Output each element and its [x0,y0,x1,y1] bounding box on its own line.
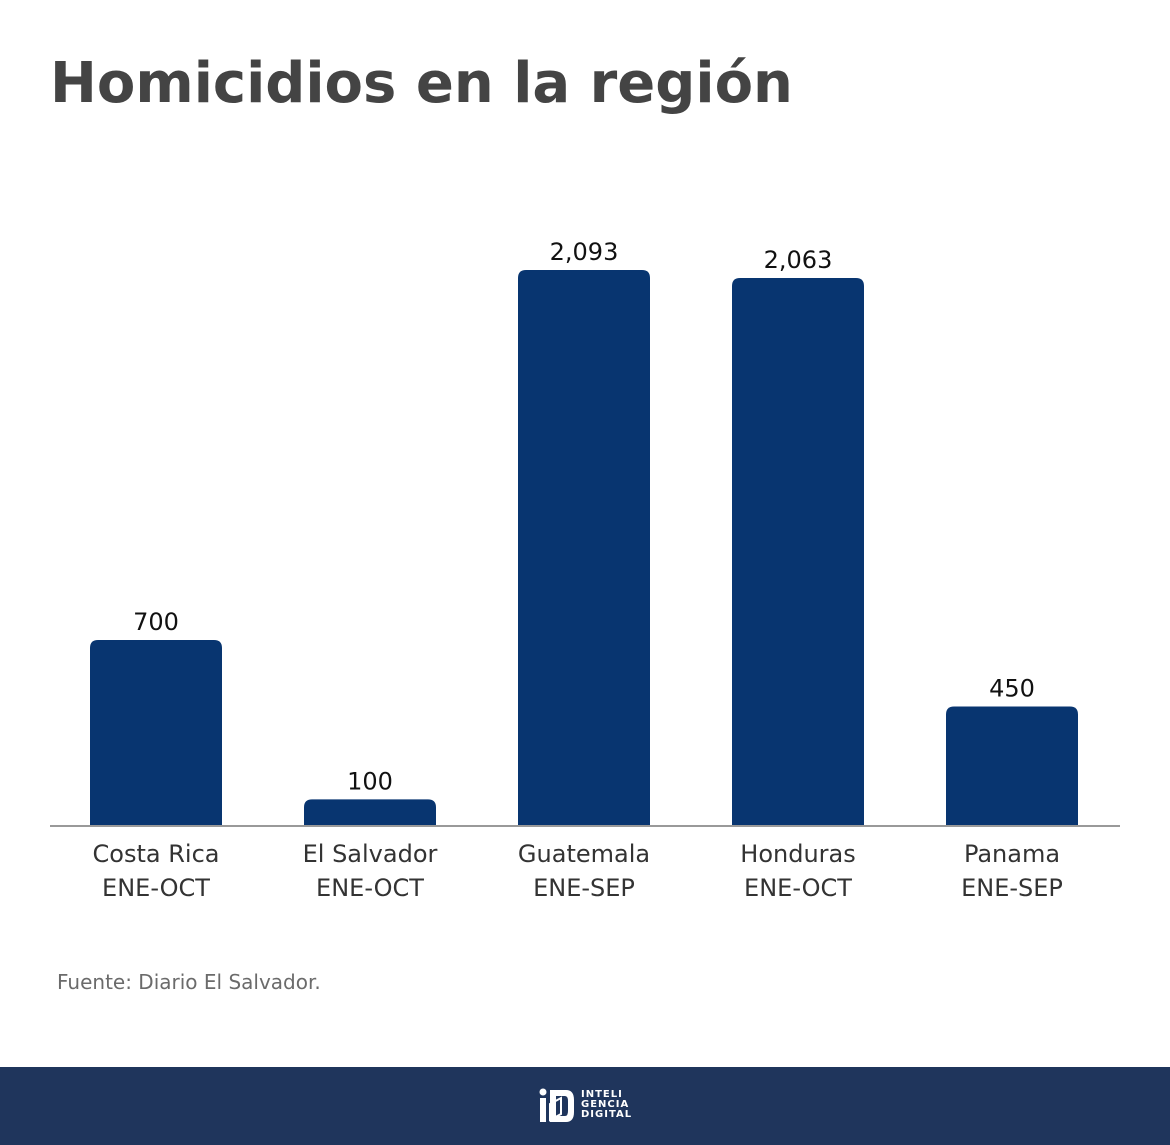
category-label-3-1: ENE-OCT [744,874,852,902]
logo-line-2: GENCIA [581,1099,630,1110]
category-label-4-1: ENE-SEP [961,874,1063,902]
footer-bar: INTELI GENCIA DIGITAL [0,1067,1170,1145]
bar-0 [90,640,222,826]
value-label-2: 2,093 [550,238,619,266]
bar-2 [518,270,650,826]
category-label-2-0: Guatemala [518,840,650,868]
value-label-1: 100 [347,767,393,795]
logo-mark-icon [539,1088,574,1122]
bars-group [90,270,1078,826]
category-label-4-0: Panama [964,840,1060,868]
bar-1 [304,799,436,826]
value-labels-group: 700 100 2,093 2,063 450 [133,238,1035,795]
chart-title: Homicidios en la región [50,51,793,116]
category-label-3-0: Honduras [740,840,855,868]
bar-3 [732,277,864,826]
value-label-4: 450 [989,674,1035,702]
source-note: Fuente: Diario El Salvador. [57,970,321,994]
logo-text: INTELI GENCIA DIGITAL [581,1090,632,1120]
category-labels-group: Costa Rica ENE-OCT El Salvador ENE-OCT Guate… [93,840,1063,902]
category-label-0-0: Costa Rica [93,840,220,868]
bar-4 [946,706,1078,826]
value-label-3: 2,063 [764,246,833,274]
bar-chart: 700 100 2,093 2,063 450 Costa Rica ENE-OCT El … [50,238,1120,902]
logo-line-1: INTELI [581,1089,623,1100]
logo-line-3: DIGITAL [581,1109,633,1120]
value-label-0: 700 [133,608,179,636]
category-label-2-1: ENE-SEP [533,874,635,902]
category-label-1-0: El Salvador [303,840,438,868]
category-label-0-1: ENE-OCT [102,874,210,902]
brand-logo: INTELI GENCIA DIGITAL [537,1083,632,1127]
category-label-1-1: ENE-OCT [316,874,424,902]
